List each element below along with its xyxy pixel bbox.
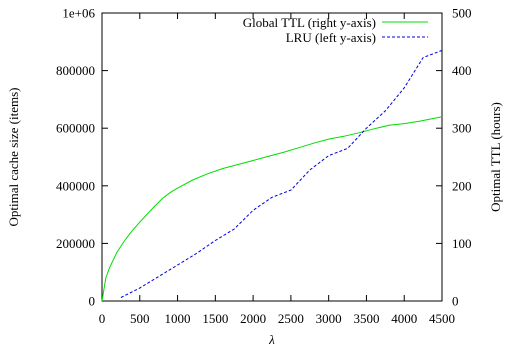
right-y-tick-label: 100 <box>452 236 472 251</box>
x-tick-label: 3000 <box>316 311 342 326</box>
left-y-axis-label: Optimal cache size (items) <box>6 88 21 227</box>
x-tick-label: 4500 <box>429 311 455 326</box>
x-tick-label: 500 <box>130 311 150 326</box>
x-axis-label: λ <box>268 332 275 347</box>
x-tick-label: 0 <box>99 311 106 326</box>
left-y-tick-label: 600000 <box>56 121 95 136</box>
right-y-tick-label: 0 <box>452 294 459 309</box>
legend-label-lru: LRU (left y-axis) <box>286 30 376 45</box>
right-y-tick-label: 200 <box>452 178 472 193</box>
left-y-tick-label: 800000 <box>56 63 95 78</box>
series-line-lru <box>120 49 443 298</box>
legend: Global TTL (right y-axis) LRU (left y-ax… <box>243 15 428 45</box>
series-line-global-ttl <box>101 116 443 302</box>
x-tick-label: 4000 <box>391 311 417 326</box>
right-y-tick-label: 400 <box>452 63 472 78</box>
left-y-tick-label: 400000 <box>56 178 95 193</box>
x-tick-label: 1500 <box>202 311 228 326</box>
x-tick-label: 1000 <box>165 311 191 326</box>
left-y-tick-label: 0 <box>89 294 96 309</box>
left-y-tick-label: 200000 <box>56 236 95 251</box>
x-tick-label: 2000 <box>240 311 266 326</box>
x-tick-label: 3500 <box>353 311 379 326</box>
legend-label-global-ttl: Global TTL (right y-axis) <box>243 15 376 30</box>
left-y-tick-label: 1e+06 <box>62 6 95 21</box>
right-y-axis-label: Optimal TTL (hours) <box>488 102 503 212</box>
x-tick-label: 2500 <box>278 311 304 326</box>
plot-frame <box>101 12 443 302</box>
right-y-tick-label: 300 <box>452 121 472 136</box>
right-y-tick-label: 500 <box>452 6 472 21</box>
